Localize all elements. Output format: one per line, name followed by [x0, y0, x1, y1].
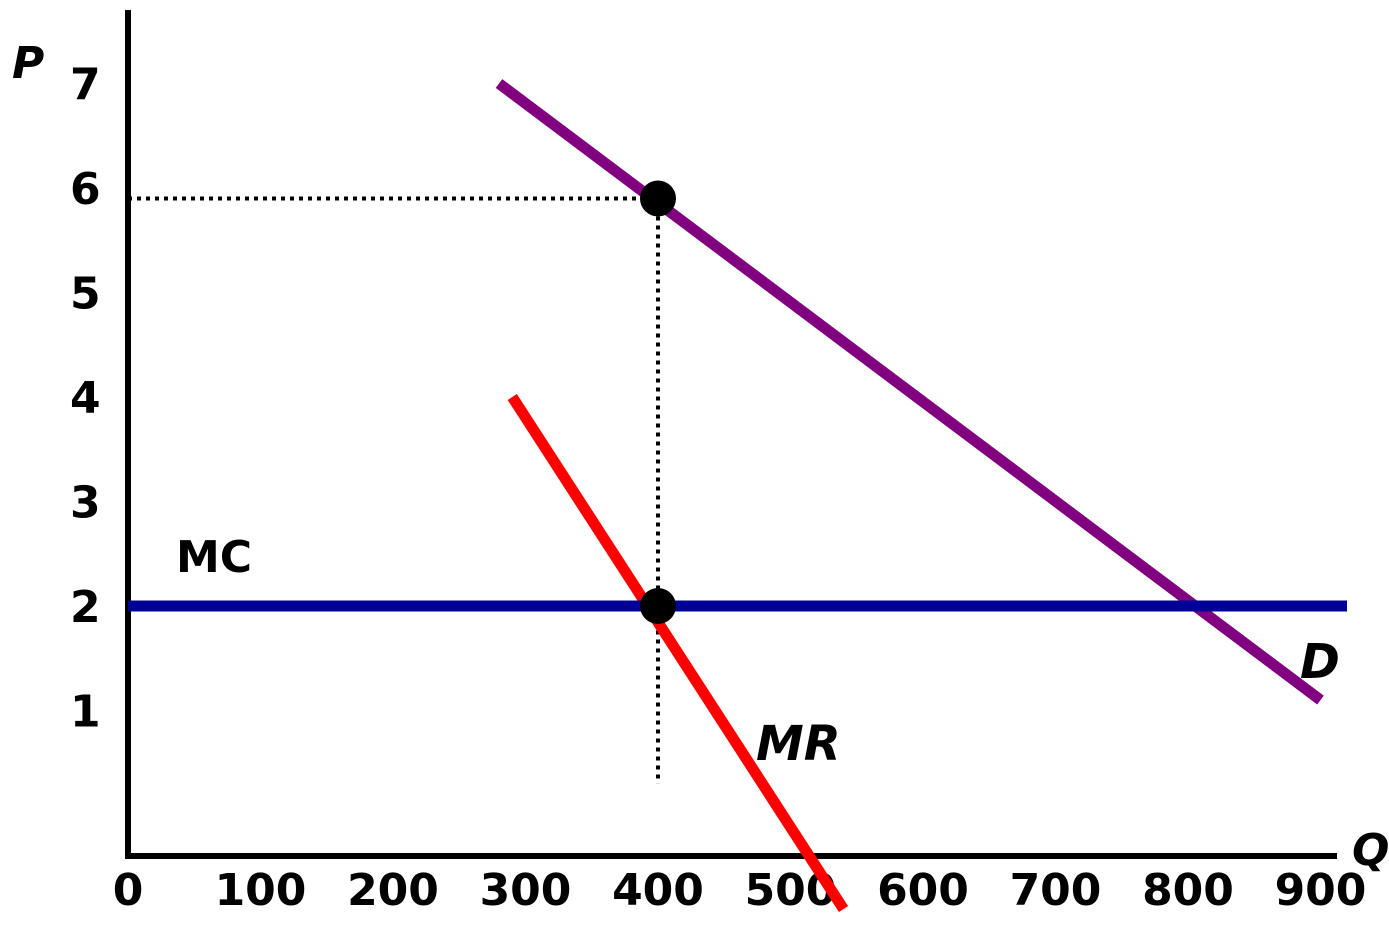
x-tick-label: 600 — [877, 865, 969, 916]
x-tick-labels: 0 100 200 300 400 500 600 700 800 900 — [113, 865, 1367, 916]
x-tick-label: 200 — [347, 865, 439, 916]
curves — [128, 79, 1347, 913]
y-tick-label: 7 — [70, 60, 101, 111]
mr-label: MR — [756, 716, 841, 772]
dotted-guides — [128, 196, 660, 784]
x-tick-label: 700 — [1010, 865, 1102, 916]
y-tick-label: 2 — [70, 582, 101, 633]
demand-line — [495, 79, 1324, 705]
cropped-top-decoration — [0, 0, 1389, 4]
y-tick-label: 3 — [70, 478, 101, 529]
x-tick-label: 0 — [113, 865, 144, 916]
equilibrium-point — [640, 180, 676, 217]
marginal-revenue-line — [507, 394, 849, 913]
mc-label: MC — [176, 532, 252, 583]
y-tick-label: 5 — [70, 269, 101, 320]
x-tick-label: 300 — [480, 865, 572, 916]
y-tick-label: 4 — [70, 373, 101, 424]
y-tick-label: 6 — [70, 164, 101, 215]
x-tick-label: 800 — [1142, 865, 1234, 916]
y-axis-label: P — [12, 38, 44, 89]
x-tick-label: 900 — [1275, 865, 1367, 916]
x-tick-label: 400 — [612, 865, 704, 916]
d-label: D — [1300, 634, 1340, 690]
x-axis-label: Q — [1352, 825, 1389, 876]
y-tick-labels: 1 2 3 4 5 6 7 — [70, 60, 101, 738]
y-tick-label: 1 — [70, 687, 101, 738]
equilibrium-point — [640, 588, 676, 624]
x-tick-label: 100 — [215, 865, 307, 916]
equilibrium-points — [640, 180, 676, 624]
